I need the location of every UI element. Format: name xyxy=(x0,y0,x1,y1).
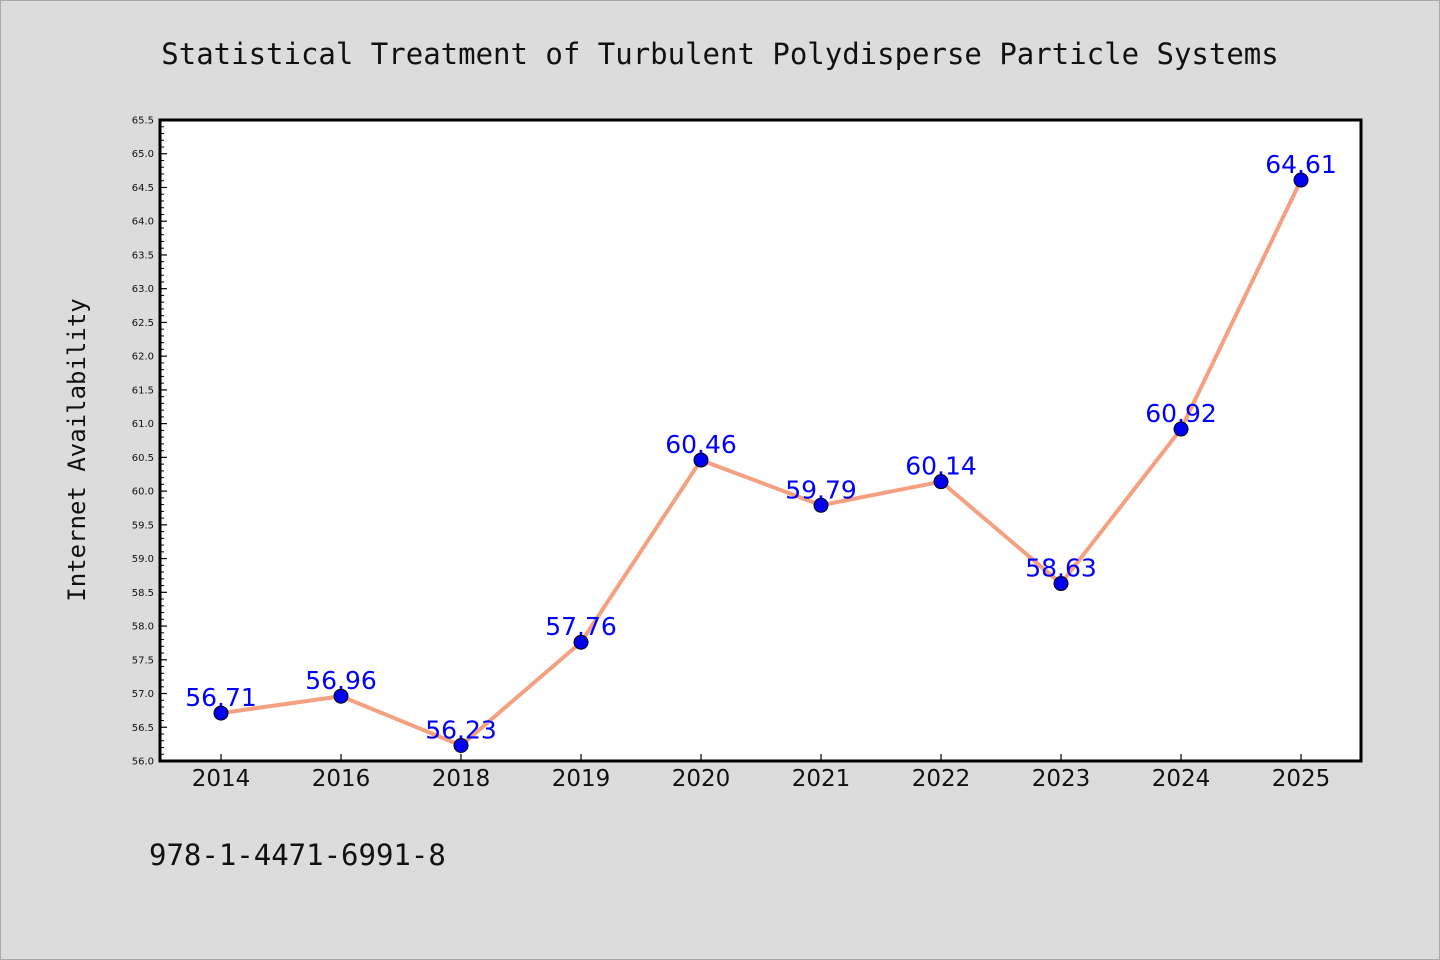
data-label: 56.71 xyxy=(185,683,257,712)
y-tick-label: 60.0 xyxy=(132,487,154,498)
data-label: 57.76 xyxy=(545,612,617,641)
x-tick-label: 2014 xyxy=(192,766,251,792)
y-tick-label: 64.0 xyxy=(132,217,154,228)
y-tick-label: 62.5 xyxy=(132,318,154,329)
x-tick-label: 2025 xyxy=(1272,766,1331,792)
data-point xyxy=(1053,576,1069,592)
y-tick-label: 59.0 xyxy=(132,554,154,565)
data-point xyxy=(933,474,949,490)
y-tick-label: 61.0 xyxy=(132,419,154,430)
y-tick-label: 57.0 xyxy=(132,689,154,700)
data-label: 59.79 xyxy=(785,475,857,504)
data-point xyxy=(453,737,469,753)
y-tick-label: 58.0 xyxy=(132,622,154,633)
data-point xyxy=(213,705,229,721)
data-label: 60.14 xyxy=(905,452,977,481)
data-label: 64.61 xyxy=(1265,150,1337,179)
x-tick-label: 2020 xyxy=(672,766,731,792)
plot-area xyxy=(160,120,1361,761)
data-markers xyxy=(213,172,1309,753)
x-tick-label: 2016 xyxy=(312,766,371,792)
data-point xyxy=(573,634,589,650)
y-tick-label: 64.5 xyxy=(132,183,154,194)
y-axis-label: Internet Availability xyxy=(63,298,91,601)
data-label: 58.63 xyxy=(1025,554,1097,583)
data-point xyxy=(1293,172,1309,188)
data-label: 56.23 xyxy=(425,715,497,744)
y-tick-label: 59.5 xyxy=(132,520,154,531)
y-tick-label: 61.5 xyxy=(132,385,154,396)
y-tick-label: 60.5 xyxy=(132,453,154,464)
x-axis: 2014 2016 2018 2019 2020 2021 2022 2023 2024 2025 xyxy=(192,754,1331,792)
y-tick-label: 62.0 xyxy=(132,352,154,363)
y-tick-label: 57.5 xyxy=(132,655,154,666)
isbn-text: 978-1-4471-6991-8 xyxy=(149,838,446,872)
plot-frame xyxy=(158,118,1363,763)
x-tick-label: 2019 xyxy=(552,766,611,792)
series-line xyxy=(219,178,1303,748)
y-tick-label: 65.0 xyxy=(132,149,154,160)
chart-title: Statistical Treatment of Turbulent Polyd… xyxy=(161,37,1278,71)
y-tick-label: 65.5 xyxy=(132,116,154,127)
data-point xyxy=(333,688,349,704)
y-tick-label: 58.5 xyxy=(132,588,154,599)
y-tick-label: 56.5 xyxy=(132,723,154,734)
data-point xyxy=(813,497,829,513)
x-tick-label: 2021 xyxy=(792,766,851,792)
x-tick-label: 2024 xyxy=(1152,766,1211,792)
data-label: 60.46 xyxy=(665,430,737,459)
data-labels: 56.71 56.96 56.23 57.76 60.46 59.79 60.14 58.63… xyxy=(185,150,1337,744)
y-tick-label: 63.0 xyxy=(132,284,154,295)
x-tick-label: 2022 xyxy=(912,766,971,792)
y-tick-label: 56.0 xyxy=(132,757,154,768)
data-point xyxy=(1173,421,1189,437)
y-tick-label: 63.5 xyxy=(132,250,154,261)
data-label: 60.92 xyxy=(1145,399,1217,428)
x-tick-label: 2023 xyxy=(1032,766,1091,792)
data-point xyxy=(693,452,709,468)
data-label: 56.96 xyxy=(305,666,377,695)
x-tick-label: 2018 xyxy=(432,766,491,792)
